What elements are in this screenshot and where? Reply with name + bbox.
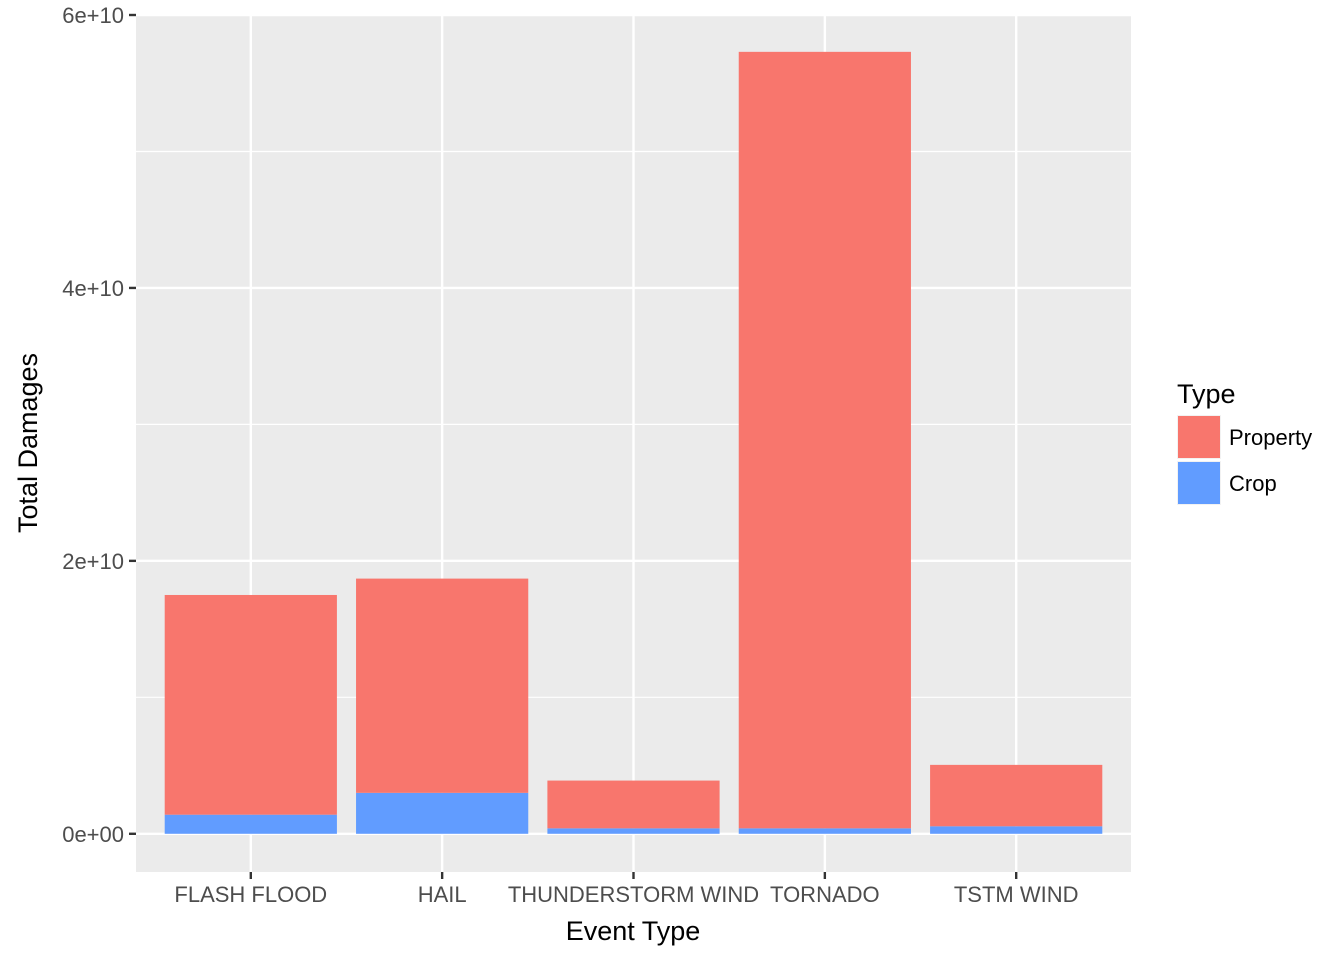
x-axis: FLASH FLOOD HAIL THUNDERSTORM WIND TORNADO T… [174,872,1079,907]
bar-crop-hail [356,792,529,834]
x-tick-label: THUNDERSTORM WIND [508,882,759,907]
legend-swatch-crop [1178,462,1220,504]
x-axis-title: Event Type [566,916,701,946]
y-tick-label: 2e+10 [62,549,124,574]
bar-property-tstm-wind [930,764,1103,827]
legend-label-crop: Crop [1229,471,1277,496]
legend-label-property: Property [1229,425,1312,450]
x-tick-label: FLASH FLOOD [174,882,327,907]
y-axis-title: Total Damages [13,353,43,533]
legend: Type Property Crop [1177,379,1312,505]
bar-crop-tstm-wind [930,826,1103,834]
y-axis: 0e+00 2e+10 4e+10 6e+10 [62,3,136,847]
bars [164,51,1103,834]
y-tick-label: 6e+10 [62,3,124,28]
x-tick-label: TSTM WIND [954,882,1079,907]
bar-property-flash-flood [164,594,337,815]
bar-crop-flash-flood [164,814,337,834]
bar-property-thunderstorm-wind [547,780,720,829]
x-tick-label: TORNADO [770,882,880,907]
bar-property-hail [356,578,529,793]
bar-crop-tornado [738,828,911,834]
legend-title: Type [1177,379,1236,409]
y-tick-label: 4e+10 [62,276,124,301]
bar-property-tornado [738,51,911,829]
bar-crop-thunderstorm-wind [547,828,720,834]
legend-swatch-property [1178,416,1220,458]
x-tick-label: HAIL [418,882,467,907]
y-tick-label: 0e+00 [62,822,124,847]
